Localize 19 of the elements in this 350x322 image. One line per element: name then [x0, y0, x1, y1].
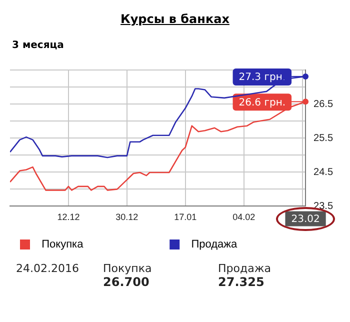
chart-title: Курсы в банках [120, 12, 230, 26]
chart-subtitle: 3 месяца [12, 40, 64, 51]
text: 24.02.2016 [16, 262, 79, 275]
y-tick-label: 24.5 [314, 166, 334, 178]
legend-label: Покупка [36, 238, 160, 251]
text: Продажа [218, 262, 271, 275]
x-tick-label: 12.12 [57, 212, 80, 222]
text: 27.325 [218, 275, 266, 289]
legend-label: Продажа [185, 238, 238, 251]
x-tick-label: 04.02 [232, 212, 256, 222]
text: Покупка [103, 262, 152, 275]
x-tick-label: 30.12 [116, 212, 138, 222]
text: 23.02 [291, 214, 320, 225]
y-tick-label: 25.5 [314, 132, 334, 144]
text: 26.700 [103, 275, 150, 289]
annotation: 26.6 грн. [238, 97, 286, 108]
x-tick-label: 17.01 [174, 212, 197, 222]
y-tick-label: 26.5 [314, 98, 334, 110]
annotation: 27.3 грн. [238, 72, 286, 84]
